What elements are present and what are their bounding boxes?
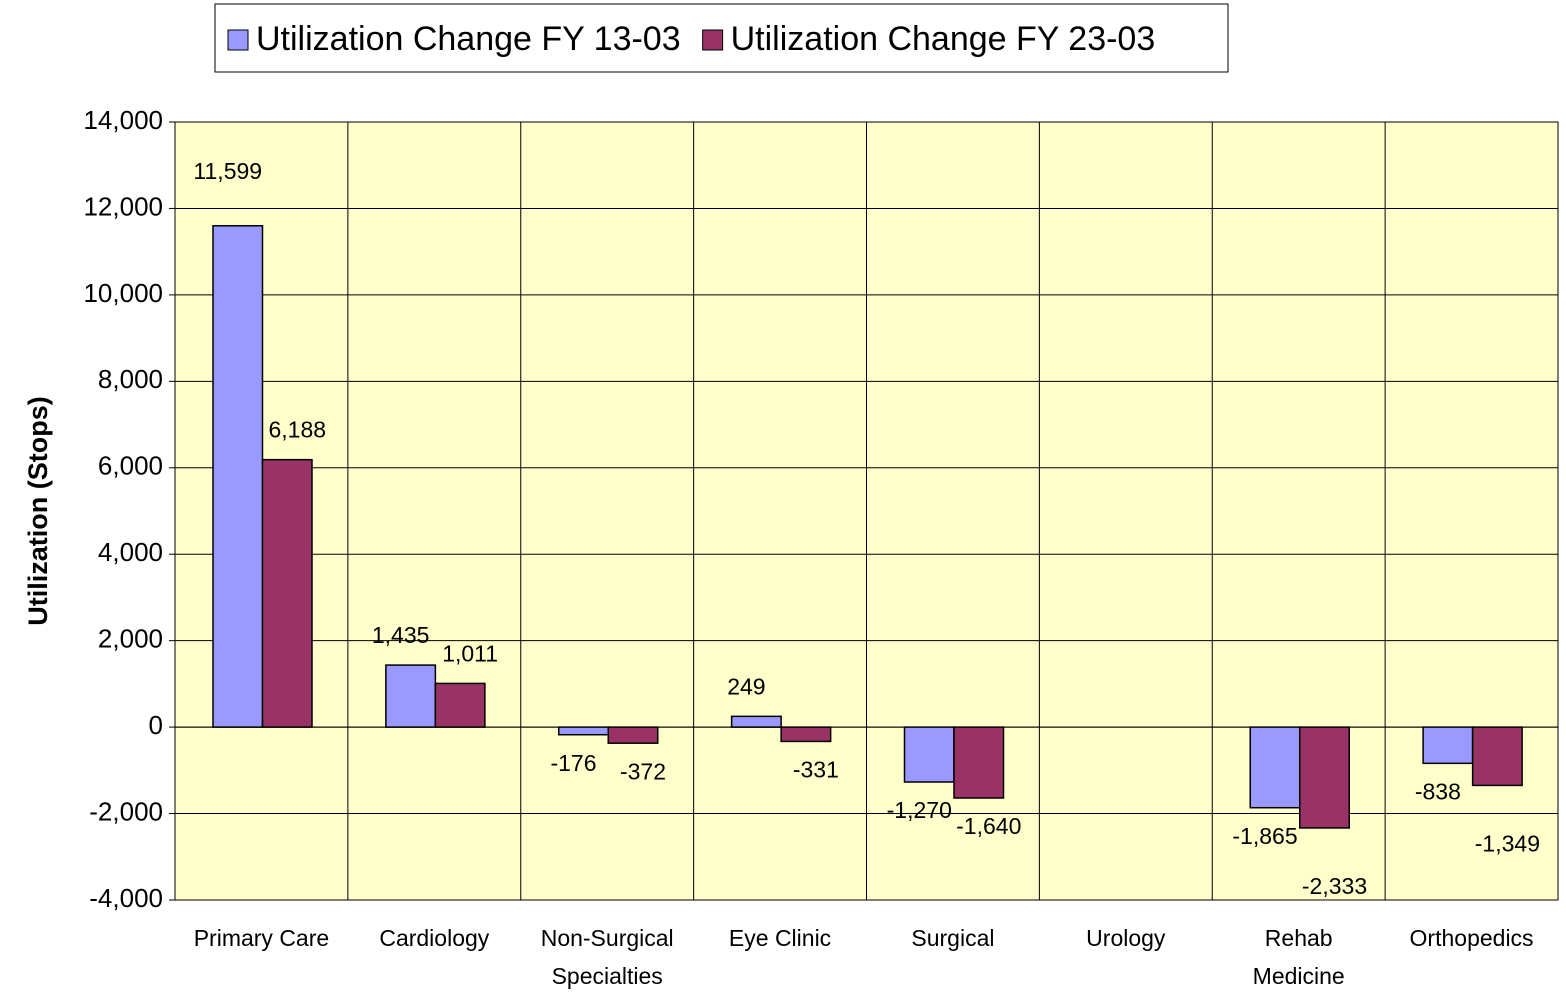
data-label: 6,188 xyxy=(268,417,326,443)
bar xyxy=(1299,726,1350,829)
y-tick-label: 0 xyxy=(149,710,163,740)
data-label: -2,333 xyxy=(1302,873,1367,899)
data-label: -1,349 xyxy=(1475,830,1540,856)
bar xyxy=(212,225,264,728)
bar xyxy=(434,682,486,728)
bar xyxy=(1249,726,1301,809)
y-tick-label: 10,000 xyxy=(83,278,163,308)
bar xyxy=(953,726,1005,799)
y-tick-label: -2,000 xyxy=(89,796,163,826)
data-label: -1,640 xyxy=(956,813,1021,839)
y-tick-label: 12,000 xyxy=(83,191,163,221)
y-tick-label: -4,000 xyxy=(89,883,163,913)
x-tick-label: Non-Surgical Specialties xyxy=(541,925,674,989)
data-label: 11,599 xyxy=(193,158,262,184)
y-tick-label: 8,000 xyxy=(98,364,163,394)
bar xyxy=(385,664,437,728)
data-label: -331 xyxy=(793,756,839,782)
data-label: -838 xyxy=(1415,778,1461,804)
x-tick-label: Cardiology xyxy=(379,925,489,951)
y-tick-label: 14,000 xyxy=(83,105,163,135)
bar xyxy=(1471,726,1523,787)
bar xyxy=(558,726,609,736)
bar xyxy=(1422,726,1474,765)
legend-label: Utilization Change FY 13-03 xyxy=(256,20,681,58)
data-label: -372 xyxy=(620,758,666,784)
data-label: -176 xyxy=(550,750,596,776)
x-tick-label: Rehab Medicine xyxy=(1253,925,1345,989)
bar xyxy=(607,726,659,744)
data-label: 249 xyxy=(727,673,765,699)
data-label: -1,865 xyxy=(1232,823,1297,849)
data-label: 1,011 xyxy=(442,640,498,666)
x-tick-label: Eye Clinic xyxy=(729,925,831,951)
x-tick-label: Primary Care xyxy=(194,925,329,951)
bar xyxy=(903,726,955,783)
legend-swatch xyxy=(702,29,724,51)
bar xyxy=(730,715,782,728)
x-tick-label: Orthopedics xyxy=(1410,925,1534,951)
y-tick-label: 6,000 xyxy=(98,451,163,481)
y-tick-label: 2,000 xyxy=(98,624,163,654)
x-tick-label: Urology xyxy=(1086,925,1166,951)
bar xyxy=(261,458,313,728)
y-axis-label: Utilization (Stops) xyxy=(23,396,53,625)
data-label: 1,435 xyxy=(372,622,430,648)
legend-label: Utilization Change FY 23-03 xyxy=(731,20,1156,58)
bar xyxy=(780,726,832,743)
y-tick-label: 4,000 xyxy=(98,537,163,567)
data-label: -1,270 xyxy=(887,797,952,823)
x-tick-label: Surgical xyxy=(911,925,994,951)
legend-swatch xyxy=(227,29,249,51)
